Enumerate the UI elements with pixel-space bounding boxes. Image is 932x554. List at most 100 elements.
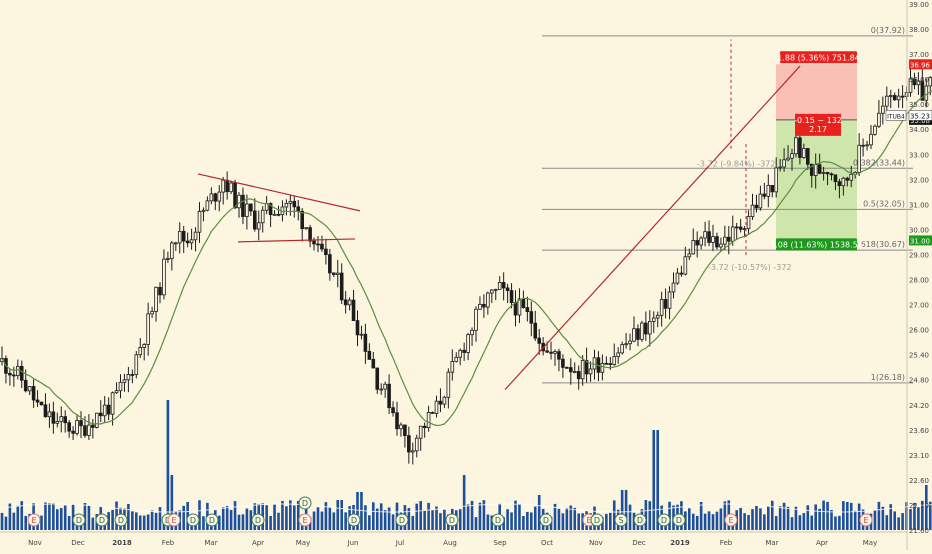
candle-body [458,349,462,358]
volume-bar [723,501,727,530]
event-marker-icon [395,513,409,527]
candle-body [304,227,308,230]
candle-body [474,308,478,331]
stop-label-box [776,238,857,251]
x-tick-label: May [296,539,310,547]
volume-bar [439,513,442,530]
y-tick-label: 35.00 [909,101,929,109]
event-marker-icon [298,496,312,510]
y-tick-label: 39.00 [909,1,929,9]
candle-body [687,253,692,258]
volume-bar [620,490,624,530]
y-tick-label: 37.00 [909,51,929,59]
volume-bar [273,504,276,530]
candle-body [138,347,143,356]
candle-body [233,182,237,209]
symbol-tag-label: ITUB4 [887,113,905,120]
candle-body [205,200,210,211]
fib-level-label: 0.5(32.05) [863,199,905,208]
volume-bar [609,512,612,530]
candle-body [580,360,585,380]
candle-body [762,193,767,197]
volume-bar [917,507,920,530]
volume-bar [490,515,494,530]
volume-bar [241,514,245,530]
candle-body [355,320,360,336]
x-tick-label: 2018 [112,539,132,547]
target-label: 1.88 (5.36%) 751.84 [777,53,860,62]
candle-body [521,298,526,308]
volume-bar [470,500,474,530]
candle-body [501,282,506,289]
volume-bar [893,511,896,530]
candle-body [885,95,889,107]
volume-bar [431,510,434,530]
candle-body [881,105,885,114]
candle-body [87,424,91,436]
candle-body [809,163,814,176]
candle-body [916,80,921,86]
candle-body [616,352,620,358]
candle-body [414,437,419,452]
candle-body [51,411,56,424]
volume-bar [150,510,154,530]
volume-bar [202,516,205,530]
volume-bar [387,507,391,530]
candle-body [331,272,336,275]
risk-reward-label: 2.17 [809,125,827,134]
candle-body [790,153,794,159]
candle-body [497,282,502,290]
x-tick-label: May [863,539,877,547]
candle-body [896,95,901,101]
event-marker-icon [859,513,873,527]
event-marker-label: E [586,516,591,525]
y-tick-label: 38.00 [909,26,929,34]
event-marker-icon [205,513,219,527]
volume-bar [24,515,27,530]
volume-bar [688,508,691,530]
volume-bar [818,508,821,530]
candle-body [23,379,28,392]
candle-body [150,311,154,315]
candle-body [276,213,281,216]
candle-body [888,95,893,97]
candle-body [403,424,407,436]
candle-body [399,424,403,430]
candle-body [517,298,522,316]
volume-bar [458,509,462,530]
volume-bar [522,515,525,530]
volume-bar [834,516,837,530]
volume-bar [142,515,146,530]
volume-bar [482,500,486,530]
candle-body [655,314,660,319]
volume-bar [415,503,419,530]
candle-body [576,371,581,380]
candle-body [328,254,332,274]
volume-bar [751,509,754,530]
candle-body [837,181,842,187]
y-tick-label: 27.00 [909,302,929,310]
fib-level-label: 0(37.92) [871,26,905,35]
candle-body [865,144,869,147]
volume-bar [826,501,829,530]
candle-body [663,299,668,309]
volume-bar [296,500,300,530]
volume-bar [4,516,8,530]
candle-body [829,173,834,176]
volume-bar [514,500,517,530]
candle-body [833,174,838,183]
candle-body [335,272,340,275]
candle-body [146,313,150,345]
volume-bar [759,508,762,530]
candle-body [644,322,648,335]
candle-body [892,95,897,101]
candle-body [561,358,565,368]
volume-bar [198,500,201,530]
candle-body [446,371,451,398]
candle-body [912,78,917,86]
candle-body [320,243,324,250]
volume-bar [111,509,114,530]
candle-body [292,200,297,208]
